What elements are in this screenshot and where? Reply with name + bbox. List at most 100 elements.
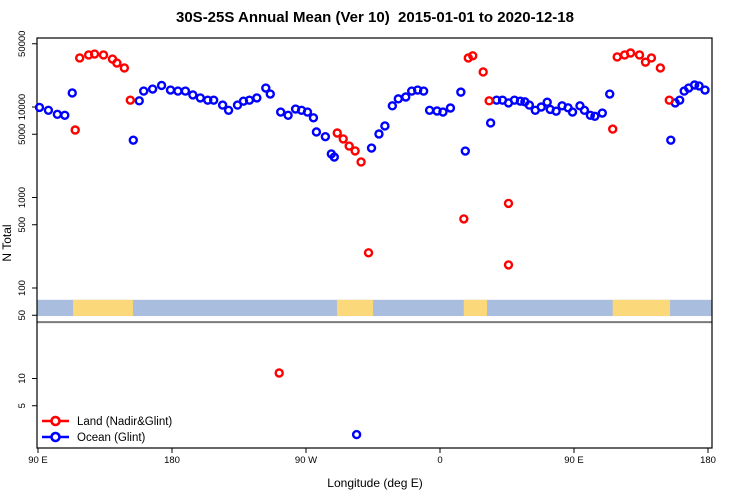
ocean-point: [252, 93, 262, 103]
legend: Land (Nadir&Glint) Ocean (Glint): [42, 415, 172, 444]
land-point: [478, 67, 488, 77]
x-axis-title: Longitude (deg E): [327, 476, 422, 490]
y-tick-label: 5000: [17, 124, 28, 145]
ocean-point: [675, 95, 685, 105]
land-point: [655, 63, 666, 73]
ocean-point: [366, 143, 377, 153]
map-strip-ocean: [37, 299, 712, 317]
land-point: [625, 48, 636, 58]
land-point: [640, 57, 651, 67]
land-point: [119, 63, 130, 73]
ocean-point: [244, 95, 255, 105]
y-tick-label: 10: [17, 373, 28, 384]
ocean-point: [283, 110, 293, 120]
land-point: [125, 95, 136, 105]
land-point: [112, 58, 122, 68]
y-axis-title: N Total: [0, 224, 14, 261]
ocean-point: [351, 429, 362, 440]
y-tick-label: 5: [17, 403, 28, 408]
ocean-point: [134, 96, 144, 106]
ocean-point: [689, 80, 700, 90]
ocean-point: [605, 89, 615, 99]
land-point: [344, 141, 354, 151]
legend-marker-icon: [50, 431, 61, 443]
plot-box: [36, 37, 713, 449]
x-tick-label: 90 W: [295, 455, 317, 466]
land-point: [338, 134, 348, 144]
ocean-point: [128, 135, 138, 145]
ocean-point: [208, 95, 219, 105]
ocean-point: [311, 127, 322, 137]
ocean-point: [700, 85, 710, 95]
land-point: [503, 260, 514, 270]
land-point: [459, 214, 469, 224]
legend-marker-icon: [50, 415, 61, 427]
ocean-point: [445, 103, 456, 113]
chart-title: 30S-25S Annual Mean (Ver 10) 2015-01-01 …: [176, 9, 574, 26]
ocean-point: [275, 107, 286, 117]
land-point: [634, 50, 645, 60]
x-tick-label: 90 E: [28, 455, 48, 466]
land-point: [74, 53, 85, 63]
ocean-point: [536, 102, 546, 112]
map-strip-land-segment: [463, 299, 488, 317]
ocean-point: [387, 101, 398, 111]
map-strip-land-segment: [612, 299, 671, 317]
ocean-point: [393, 94, 404, 104]
land-point: [70, 125, 80, 135]
ocean-point: [515, 96, 526, 106]
ocean-point: [456, 87, 466, 97]
ocean-point: [438, 107, 448, 117]
ocean-point: [590, 111, 600, 121]
x-tick-label: 180: [164, 455, 180, 466]
ocean-point: [551, 106, 561, 116]
land-point: [612, 52, 622, 62]
land-point: [363, 248, 374, 258]
ocean-point: [329, 152, 339, 162]
land-point: [350, 146, 360, 156]
ocean-point: [67, 88, 77, 98]
ocean-point: [43, 105, 54, 115]
ocean-point: [265, 89, 275, 99]
ocean-point: [579, 105, 590, 115]
ocean-point: [139, 86, 149, 96]
y-tick-label: 1000: [17, 187, 28, 208]
land-point: [274, 368, 284, 378]
y-tick-label: 500: [17, 217, 28, 233]
map-strip-land-segment: [336, 299, 373, 317]
y-tick-label: 50: [17, 310, 28, 321]
ocean-point: [308, 113, 319, 123]
ocean-point: [542, 97, 552, 107]
x-tick-label: 0: [437, 455, 442, 466]
ocean-point: [666, 135, 676, 145]
ocean-point: [34, 102, 45, 113]
ocean-point: [302, 107, 313, 117]
ocean-point: [180, 86, 191, 96]
legend-label-ocean: Ocean (Glint): [77, 432, 146, 444]
ocean-point: [401, 92, 411, 102]
x-tick-label: 180: [700, 455, 716, 466]
land-point: [468, 51, 478, 61]
ocean-point: [147, 84, 158, 94]
land-point: [332, 128, 342, 138]
map-strip-land-segment: [72, 299, 133, 317]
ocean-point: [424, 105, 435, 115]
ocean-point: [418, 86, 429, 96]
ocean-point: [52, 109, 63, 120]
y-tick-label: 100: [17, 280, 28, 296]
ocean-point: [567, 107, 578, 117]
ocean-point: [374, 129, 384, 139]
ocean-point: [585, 110, 596, 120]
land-point: [646, 53, 657, 63]
ocean-point: [597, 108, 607, 118]
ocean-point: [261, 83, 271, 93]
legend-label-land: Land (Nadir&Glint): [77, 416, 172, 428]
land-point: [484, 96, 494, 106]
land-point: [503, 198, 514, 209]
ocean-point: [694, 81, 704, 91]
ocean-point: [156, 80, 167, 91]
land-point: [89, 49, 100, 59]
ocean-point: [188, 90, 198, 100]
